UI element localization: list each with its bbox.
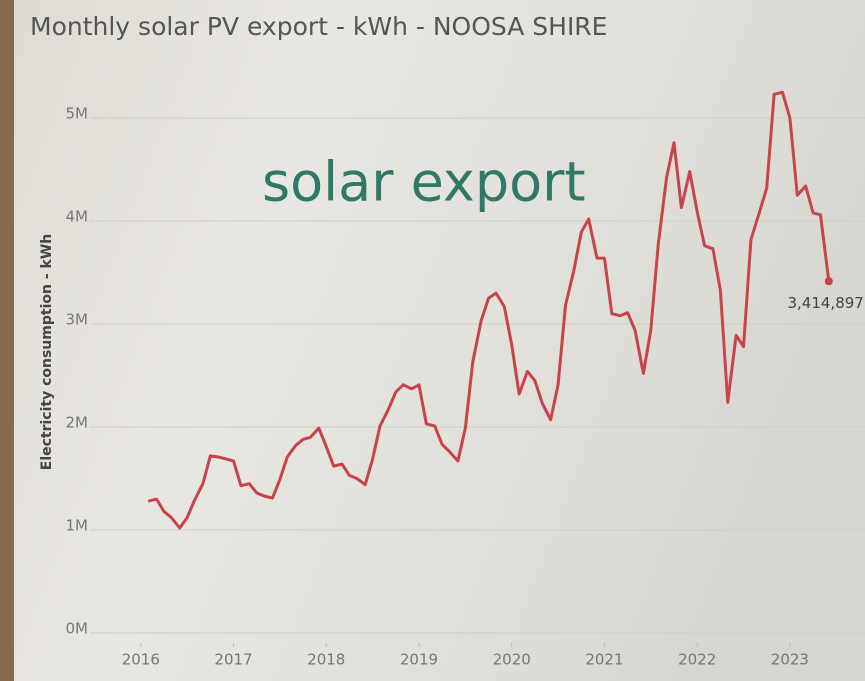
overlay-text: solar export	[262, 151, 586, 214]
x-tick-label: 2019	[400, 651, 438, 669]
data-label: 3,414,897	[787, 294, 863, 312]
bark-edge	[0, 0, 14, 681]
x-tick-label: 2016	[122, 651, 160, 669]
x-tick-label: 2018	[307, 651, 345, 669]
x-tick-label: 2017	[214, 651, 252, 669]
chart-title: Monthly solar PV export - kWh - NOOSA SH…	[30, 12, 607, 41]
chart: Monthly solar PV export - kWh - NOOSA SH…	[0, 0, 865, 681]
x-tick-label: 2022	[678, 651, 716, 669]
y-tick-label: 1M	[66, 517, 89, 535]
y-tick-label: 0M	[66, 620, 89, 638]
x-tick-label: 2023	[771, 651, 809, 669]
x-tick-label: 2021	[585, 651, 623, 669]
y-axis-title: Electricity consumption - kWh	[39, 234, 55, 471]
end-point	[825, 277, 833, 285]
x-tick-label: 2020	[493, 651, 531, 669]
y-tick-label: 4M	[66, 208, 89, 226]
y-tick-label: 3M	[66, 311, 89, 329]
y-tick-label: 5M	[66, 105, 89, 123]
y-tick-label: 2M	[66, 414, 89, 432]
